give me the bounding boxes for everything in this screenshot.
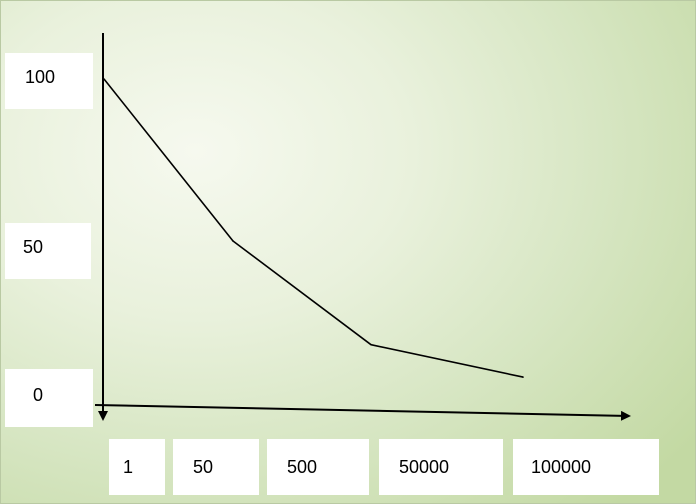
x-tick-label-100000: 100000 <box>513 439 659 495</box>
series-0-point-1 <box>232 240 234 242</box>
series-0-point-0 <box>103 78 105 80</box>
series-0-point-3 <box>522 376 524 378</box>
x-tick-label-50: 50 <box>173 439 259 495</box>
x-tick-label-500: 500 <box>267 439 369 495</box>
series-0-segment-1 <box>232 240 372 346</box>
y-tick-label-100: 100 <box>5 53 93 109</box>
x-tick-label-1: 1 <box>109 439 165 495</box>
y-tick-label-50: 50 <box>5 223 91 279</box>
x-axis-line <box>94 404 631 421</box>
series-layer <box>103 78 524 378</box>
series-0-segment-2 <box>370 343 524 378</box>
series-0-segment-0 <box>103 78 234 242</box>
series-0-point-2 <box>370 343 372 346</box>
y-tick-label-0: 0 <box>5 369 93 427</box>
x-tick-label-50000: 50000 <box>379 439 503 495</box>
